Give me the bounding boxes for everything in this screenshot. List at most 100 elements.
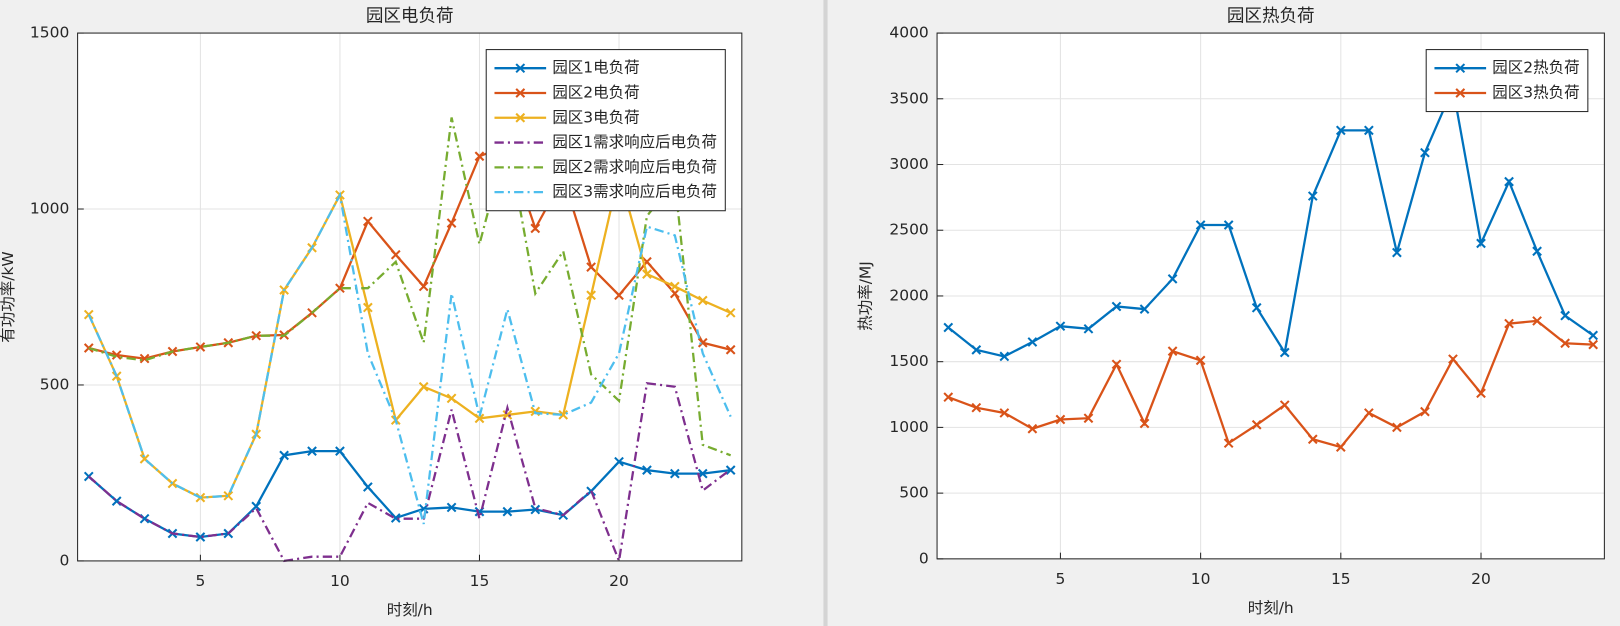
marker xyxy=(971,402,982,413)
marker xyxy=(1139,418,1150,429)
marker xyxy=(1251,302,1262,313)
legend-label: 园区2热负荷 xyxy=(1492,59,1579,77)
marker xyxy=(1335,442,1346,452)
series-line xyxy=(87,191,732,525)
axes-box xyxy=(936,32,1605,560)
marker xyxy=(1111,359,1122,370)
legend-box xyxy=(485,49,726,212)
marker xyxy=(502,410,513,420)
marker xyxy=(999,408,1010,418)
marker xyxy=(362,216,373,227)
x-tick-label: 20 xyxy=(1471,570,1491,588)
marker xyxy=(1504,318,1514,329)
y-tick-label: 3500 xyxy=(889,89,928,107)
marker xyxy=(446,393,457,404)
legend-box xyxy=(1425,49,1589,113)
y-axis-label: 有功功率/kW xyxy=(0,251,17,342)
marker xyxy=(725,307,736,318)
marker xyxy=(1392,247,1402,258)
marker xyxy=(1363,125,1374,136)
marker xyxy=(335,446,345,456)
marker xyxy=(614,456,624,467)
marker xyxy=(1279,400,1290,410)
marker xyxy=(1027,423,1038,434)
marker xyxy=(362,482,373,492)
axes-box xyxy=(77,32,743,562)
marker xyxy=(943,392,954,403)
marker xyxy=(502,506,513,517)
series-line xyxy=(947,84,1594,358)
marker xyxy=(1111,301,1122,312)
marker xyxy=(1055,321,1066,332)
panel-divider xyxy=(823,0,828,626)
marker xyxy=(390,513,401,523)
marker xyxy=(1532,316,1542,326)
marker xyxy=(307,446,317,456)
legend-label: 园区1需求响应后电负荷 xyxy=(552,132,717,151)
marker xyxy=(474,413,485,424)
marker xyxy=(1167,346,1178,357)
marker xyxy=(279,450,289,461)
legend: 园区1电负荷园区2电负荷园区3电负荷园区1需求响应后电负荷园区2需求响应后电负荷… xyxy=(485,49,726,212)
marker xyxy=(943,322,954,333)
legend-marker xyxy=(515,63,526,74)
marker xyxy=(1279,347,1290,358)
marker xyxy=(1504,176,1514,187)
marker xyxy=(1476,238,1486,249)
marker xyxy=(530,504,541,515)
series-line xyxy=(947,319,1594,449)
marker xyxy=(1195,355,1206,366)
marker xyxy=(1588,330,1599,341)
marker xyxy=(1223,220,1234,230)
x-tick-label: 10 xyxy=(1191,570,1211,588)
y-tick-label: 2000 xyxy=(889,286,928,304)
marker xyxy=(139,353,150,364)
marker xyxy=(614,290,624,301)
y-tick-label: 500 xyxy=(40,375,70,393)
marker xyxy=(1307,191,1318,201)
marker xyxy=(642,465,652,475)
legend-label: 园区2电负荷 xyxy=(552,83,639,101)
marker xyxy=(223,490,234,501)
y-axis-label: 热功率/MJ xyxy=(856,261,874,331)
marker xyxy=(1363,408,1374,418)
marker xyxy=(725,465,736,475)
marker xyxy=(971,344,982,355)
marker xyxy=(1055,414,1066,425)
y-tick-label: 2500 xyxy=(889,221,928,239)
marker xyxy=(697,295,708,306)
y-tick-label: 1000 xyxy=(889,418,928,436)
marker xyxy=(1420,147,1430,158)
marker xyxy=(1560,310,1570,321)
marker xyxy=(390,249,401,260)
marker xyxy=(642,269,652,279)
x-tick-label: 10 xyxy=(330,572,350,590)
legend-marker xyxy=(515,88,526,98)
marker xyxy=(1167,274,1178,284)
marker xyxy=(111,350,122,360)
legend-label: 园区3热负荷 xyxy=(1492,83,1579,101)
chart-title: 园区电负荷 xyxy=(366,7,454,27)
marker xyxy=(1307,434,1318,445)
marker xyxy=(1083,323,1094,334)
x-tick-label: 5 xyxy=(1055,570,1065,588)
legend-marker xyxy=(1455,88,1466,98)
marker xyxy=(1139,304,1150,314)
chart-title: 园区热负荷 xyxy=(1227,7,1315,27)
legend-label: 园区2需求响应后电负荷 xyxy=(552,157,717,176)
marker xyxy=(530,223,541,234)
marker xyxy=(1532,246,1542,257)
marker xyxy=(446,502,457,513)
marker xyxy=(195,342,206,352)
marker xyxy=(83,309,94,320)
y-tick-label: 1500 xyxy=(889,352,928,370)
x-axis-label: 时刻/h xyxy=(1248,599,1294,617)
marker xyxy=(418,381,429,392)
x-tick-label: 20 xyxy=(609,572,629,590)
y-tick-label: 0 xyxy=(59,551,69,569)
marker xyxy=(195,532,206,542)
x-axis-label: 时刻/h xyxy=(387,601,433,619)
